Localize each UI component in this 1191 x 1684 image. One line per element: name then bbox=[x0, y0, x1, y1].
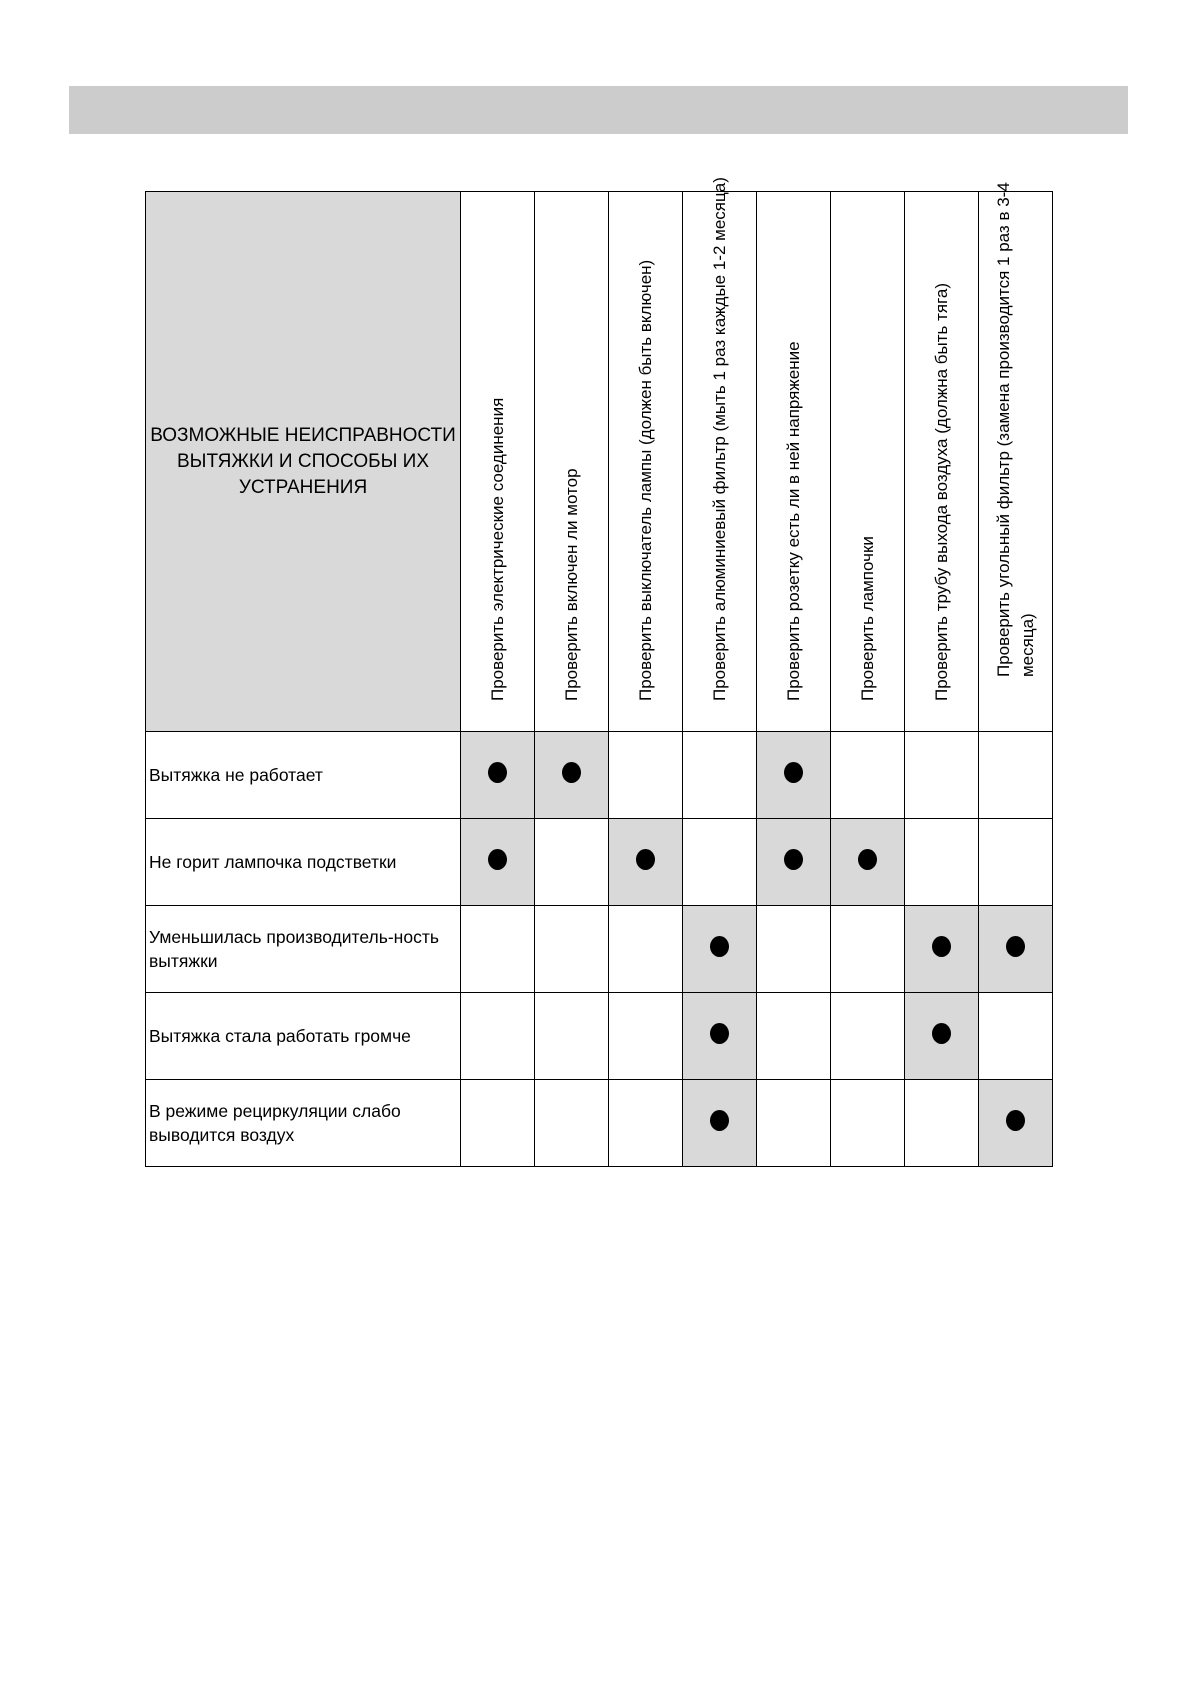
column-header-label: Проверить лампочки bbox=[857, 536, 877, 701]
table-cell bbox=[756, 818, 831, 906]
table-cell bbox=[830, 818, 905, 906]
column-header: Проверить электрические соединения bbox=[460, 191, 535, 732]
table-cell bbox=[608, 731, 683, 819]
table-title: ВОЗМОЖНЫЕ НЕИСПРАВНОСТИ ВЫТЯЖКИ И СПОСОБ… bbox=[145, 191, 461, 732]
table-cell bbox=[608, 818, 683, 906]
table-cell bbox=[682, 992, 757, 1080]
table-cell bbox=[534, 1079, 609, 1167]
table-cell bbox=[978, 818, 1053, 906]
column-header: Проверить алюминиевый фильтр (мыть 1 раз… bbox=[682, 177, 757, 732]
column-header: Проверить розетку есть ли в ней напряжен… bbox=[756, 191, 831, 732]
table-cell bbox=[460, 992, 535, 1080]
table-cell bbox=[978, 992, 1053, 1080]
table-row: Вытяжка не работает bbox=[145, 731, 1053, 819]
row-label: В режиме рециркуляции слабо выводится во… bbox=[145, 1079, 461, 1167]
bullet-icon bbox=[932, 1023, 951, 1044]
table-cell bbox=[460, 818, 535, 906]
bullet-icon bbox=[710, 1110, 729, 1131]
table-cell bbox=[978, 1079, 1053, 1167]
table-cell bbox=[682, 905, 757, 993]
table-cell bbox=[756, 1079, 831, 1167]
table-cell bbox=[534, 992, 609, 1080]
table-cell bbox=[978, 905, 1053, 993]
table-cell bbox=[830, 731, 905, 819]
bullet-icon bbox=[932, 936, 951, 957]
table-cell bbox=[830, 992, 905, 1080]
table-cell bbox=[904, 731, 979, 819]
bullet-icon bbox=[784, 849, 803, 870]
table-cell bbox=[904, 992, 979, 1080]
table-cell bbox=[460, 905, 535, 993]
row-label: Уменьшилась производитель-ность вытяжки bbox=[145, 905, 461, 993]
table-cell bbox=[830, 1079, 905, 1167]
bullet-icon bbox=[784, 762, 803, 783]
bullet-icon bbox=[636, 849, 655, 870]
bullet-icon bbox=[858, 849, 877, 870]
column-header-label: Проверить включен ли мотор bbox=[561, 468, 581, 701]
table-cell bbox=[830, 905, 905, 993]
table-cell bbox=[534, 905, 609, 993]
column-header-label: Проверить выключатель лампы (должен быть… bbox=[635, 259, 655, 701]
table-cell bbox=[904, 1079, 979, 1167]
table-cell bbox=[756, 731, 831, 819]
column-header: Проверить трубу выхода воздуха (должна б… bbox=[904, 191, 979, 732]
troubleshooting-table: ВОЗМОЖНЫЕ НЕИСПРАВНОСТИ ВЫТЯЖКИ И СПОСОБ… bbox=[145, 177, 1053, 1167]
table-cell bbox=[904, 818, 979, 906]
table-cell bbox=[682, 731, 757, 819]
table-cell bbox=[460, 731, 535, 819]
row-label: Вытяжка стала работать громче bbox=[145, 992, 461, 1080]
table-cell bbox=[608, 905, 683, 993]
bullet-icon bbox=[562, 762, 581, 783]
column-header: Проверить включен ли мотор bbox=[534, 191, 609, 732]
table-row: Не горит лампочка подстветки bbox=[145, 818, 1053, 906]
column-header: Проверить лампочки bbox=[830, 191, 905, 732]
header-row: ВОЗМОЖНЫЕ НЕИСПРАВНОСТИ ВЫТЯЖКИ И СПОСОБ… bbox=[145, 177, 1053, 732]
column-header: Проверить угольный фильтр (замена произв… bbox=[978, 182, 1053, 732]
table-cell bbox=[460, 1079, 535, 1167]
column-header-label: Проверить алюминиевый фильтр (мыть 1 раз… bbox=[709, 177, 729, 701]
table-body: Вытяжка не работает Не горит лампочка под… bbox=[145, 731, 1053, 1167]
bullet-icon bbox=[710, 1023, 729, 1044]
table-cell bbox=[904, 905, 979, 993]
row-label: Вытяжка не работает bbox=[145, 731, 461, 819]
bullet-icon bbox=[710, 936, 729, 957]
column-header-label: Проверить трубу выхода воздуха (должна б… bbox=[931, 282, 951, 701]
table-cell bbox=[534, 818, 609, 906]
table-cell bbox=[756, 905, 831, 993]
table-cell bbox=[756, 992, 831, 1080]
bullet-icon bbox=[1006, 1110, 1025, 1131]
table-cell bbox=[682, 818, 757, 906]
row-label: Не горит лампочка подстветки bbox=[145, 818, 461, 906]
column-header-label: Проверить электрические соединения bbox=[487, 397, 507, 701]
table-cell bbox=[608, 992, 683, 1080]
column-header: Проверить выключатель лампы (должен быть… bbox=[608, 191, 683, 732]
table-cell bbox=[978, 731, 1053, 819]
column-header-label: Проверить розетку есть ли в ней напряжен… bbox=[783, 341, 803, 701]
bullet-icon bbox=[1006, 936, 1025, 957]
table-row: Вытяжка стала работать громче bbox=[145, 992, 1053, 1080]
header-bar bbox=[69, 86, 1128, 134]
table-cell bbox=[608, 1079, 683, 1167]
table-cell bbox=[534, 731, 609, 819]
bullet-icon bbox=[488, 849, 507, 870]
table-cell bbox=[682, 1079, 757, 1167]
column-header-label: Проверить угольный фильтр (замена произв… bbox=[993, 182, 1037, 677]
bullet-icon bbox=[488, 762, 507, 783]
table-row: Уменьшилась производитель-ность вытяжки bbox=[145, 905, 1053, 993]
table-row: В режиме рециркуляции слабо выводится во… bbox=[145, 1079, 1053, 1167]
